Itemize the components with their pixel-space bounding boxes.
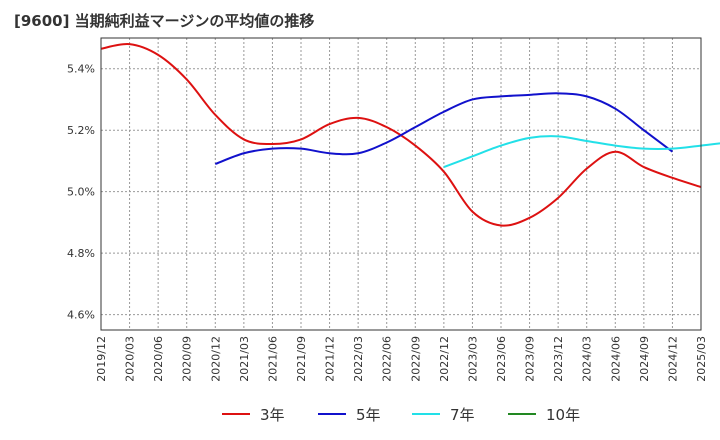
- x-tick-labels: 2019/12 2020/03 2020/06 2020/09 2020/12 2021/…: [95, 336, 708, 382]
- legend-item-3y: 3年: [222, 404, 285, 424]
- grid: [101, 38, 701, 330]
- y-tick-label: 5.2%: [67, 124, 95, 137]
- plot-frame: [100, 37, 702, 331]
- y-tick-label: 5.4%: [67, 63, 95, 76]
- x-tick-label: 2020/09: [181, 336, 194, 382]
- x-tick-label: 2024/03: [581, 336, 594, 382]
- legend-swatch-7y: [412, 413, 440, 415]
- x-tick-label: 2020/03: [124, 336, 137, 382]
- y-tick-label: 5.0%: [67, 186, 95, 199]
- x-tick-label: 2023/06: [495, 336, 508, 382]
- legend-item-5y: 5年: [318, 404, 381, 424]
- legend-label-3y: 3年: [260, 405, 285, 424]
- series-line-2: [443, 135, 720, 169]
- x-tick-label: 2024/12: [666, 336, 679, 382]
- x-tick-label: 2024/09: [638, 336, 651, 382]
- x-tick-label: 2021/09: [295, 336, 308, 382]
- series-line-1: [214, 92, 674, 165]
- legend-swatch-5y: [318, 413, 346, 415]
- chart-title: [9600] 当期純利益マージンの平均値の推移: [14, 12, 315, 30]
- x-tick-label: 2022/09: [409, 336, 422, 382]
- legend: 3年 5年 7年 10年: [0, 400, 720, 428]
- y-tick-labels: 4.6% 4.8% 5.0% 5.2% 5.4%: [67, 63, 95, 322]
- x-tick-label: 2023/09: [524, 336, 537, 382]
- legend-label-7y: 7年: [450, 405, 475, 424]
- x-tick-label: 2022/12: [438, 336, 451, 382]
- x-tick-label: 2021/12: [324, 336, 337, 382]
- legend-label-5y: 5年: [356, 405, 381, 424]
- legend-item-7y: 7年: [412, 404, 475, 424]
- y-tick-label: 4.8%: [67, 247, 95, 260]
- x-tick-label: 2022/03: [352, 336, 365, 382]
- series-lines: [100, 43, 720, 227]
- legend-item-10y: 10年: [508, 404, 580, 424]
- legend-swatch-3y: [222, 413, 250, 415]
- x-tick-label: 2022/06: [381, 336, 394, 382]
- x-tick-label: 2023/12: [552, 336, 565, 382]
- x-tick-label: 2019/12: [95, 336, 108, 382]
- x-tick-label: 2021/03: [238, 336, 251, 382]
- y-tick-label: 4.6%: [67, 309, 95, 322]
- x-tick-label: 2023/03: [466, 336, 479, 382]
- x-tick-label: 2020/06: [152, 336, 165, 382]
- legend-label-10y: 10年: [546, 405, 581, 424]
- x-tick-label: 2025/03: [695, 336, 708, 382]
- x-tick-label: 2021/06: [266, 336, 279, 382]
- x-tick-label: 2024/06: [609, 336, 622, 382]
- x-tick-label: 2020/12: [209, 336, 222, 382]
- legend-swatch-10y: [508, 413, 536, 415]
